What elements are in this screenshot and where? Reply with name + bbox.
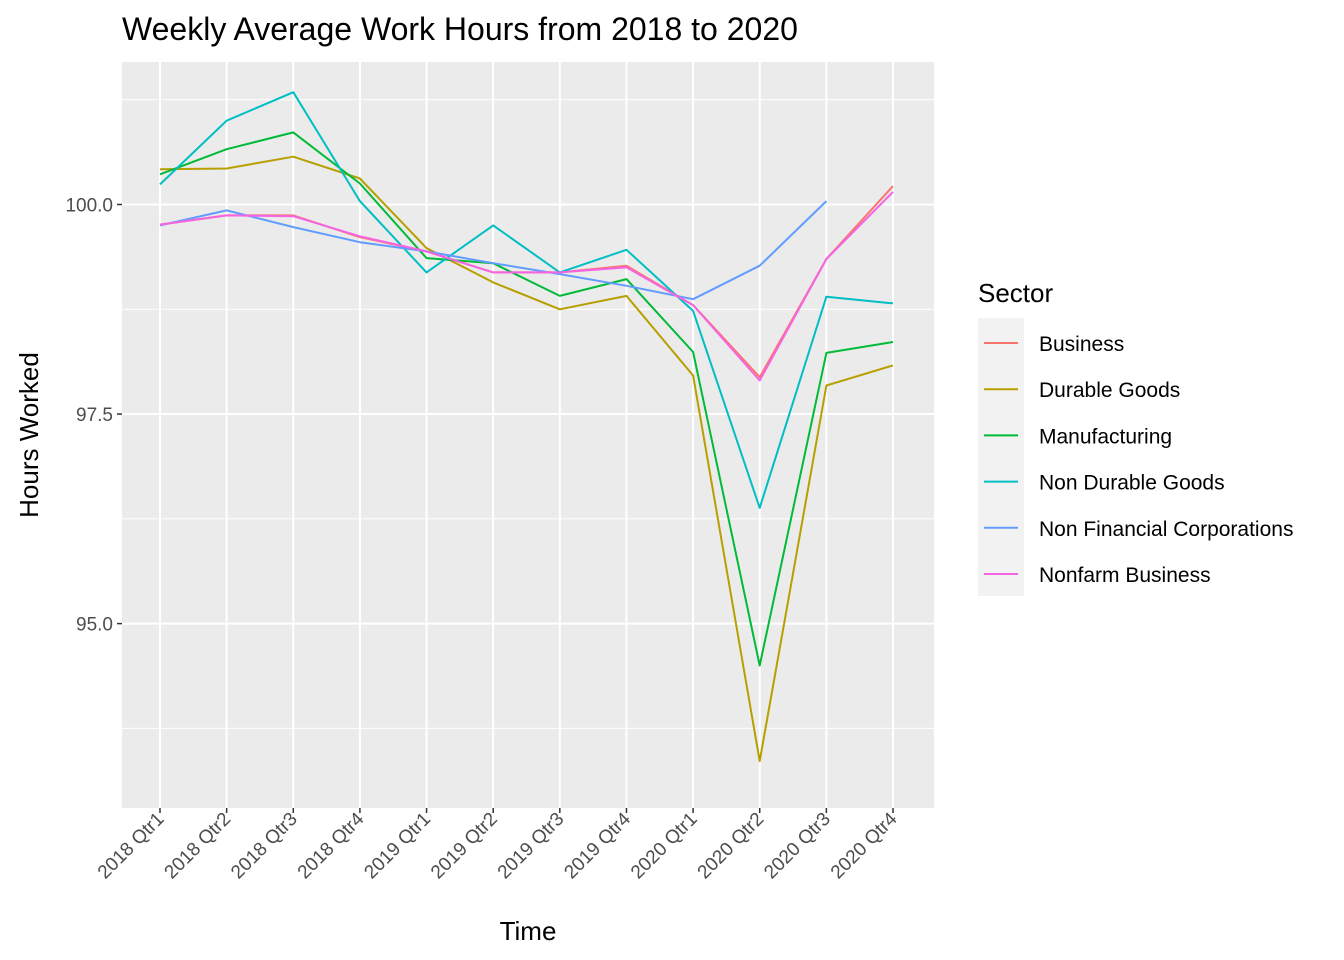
x-tick-label: 2020 Qtr4 bbox=[827, 808, 902, 883]
x-tick-label: 2019 Qtr3 bbox=[494, 809, 569, 884]
legend-label: Nonfarm Business bbox=[1039, 564, 1211, 587]
y-axis-ticks: 95.0 97.5 100.0 bbox=[65, 195, 122, 636]
x-tick-label: 2020 Qtr3 bbox=[760, 809, 835, 884]
y-tick-label: 100.0 bbox=[65, 195, 113, 216]
x-tick-label: 2018 Qtr4 bbox=[294, 808, 369, 883]
x-tick-label: 2018 Qtr1 bbox=[94, 809, 169, 884]
x-tick-label: 2019 Qtr1 bbox=[360, 809, 435, 884]
y-tick-label: 95.0 bbox=[76, 615, 113, 636]
x-tick-label: 2019 Qtr2 bbox=[427, 809, 502, 884]
x-tick-label: 2018 Qtr3 bbox=[227, 809, 302, 884]
legend-label: Non Financial Corporations bbox=[1039, 518, 1293, 541]
series-lines bbox=[159, 91, 894, 763]
legend-label: Business bbox=[1039, 333, 1124, 356]
legend-label: Non Durable Goods bbox=[1039, 472, 1225, 495]
plot-panel bbox=[122, 62, 934, 808]
legend-items: Business Durable Goods Manufacturing Non Du… bbox=[984, 333, 1293, 587]
x-tick-label: 2018 Qtr2 bbox=[161, 809, 236, 884]
legend-label: Manufacturing bbox=[1039, 425, 1172, 448]
series-line bbox=[159, 91, 894, 509]
series-line bbox=[159, 200, 828, 301]
series-line bbox=[159, 155, 894, 763]
legend-key-background bbox=[978, 318, 1024, 596]
major-gridlines bbox=[122, 62, 934, 808]
minor-gridlines bbox=[122, 99, 934, 729]
legend: Sector Business Durable Goods Manufacturin… bbox=[978, 278, 1293, 596]
legend-label: Durable Goods bbox=[1039, 379, 1180, 402]
x-axis-title: Time bbox=[500, 916, 557, 946]
x-tick-label: 2020 Qtr1 bbox=[627, 809, 702, 884]
series-line bbox=[159, 191, 894, 382]
y-axis-title: Hours Worked bbox=[14, 352, 44, 518]
series-line bbox=[159, 131, 894, 667]
x-tick-label: 2019 Qtr4 bbox=[560, 808, 635, 883]
chart-title: Weekly Average Work Hours from 2018 to 2… bbox=[122, 11, 798, 47]
y-tick-label: 97.5 bbox=[76, 405, 113, 426]
x-tick-label: 2020 Qtr2 bbox=[694, 809, 769, 884]
legend-title: Sector bbox=[978, 278, 1053, 308]
